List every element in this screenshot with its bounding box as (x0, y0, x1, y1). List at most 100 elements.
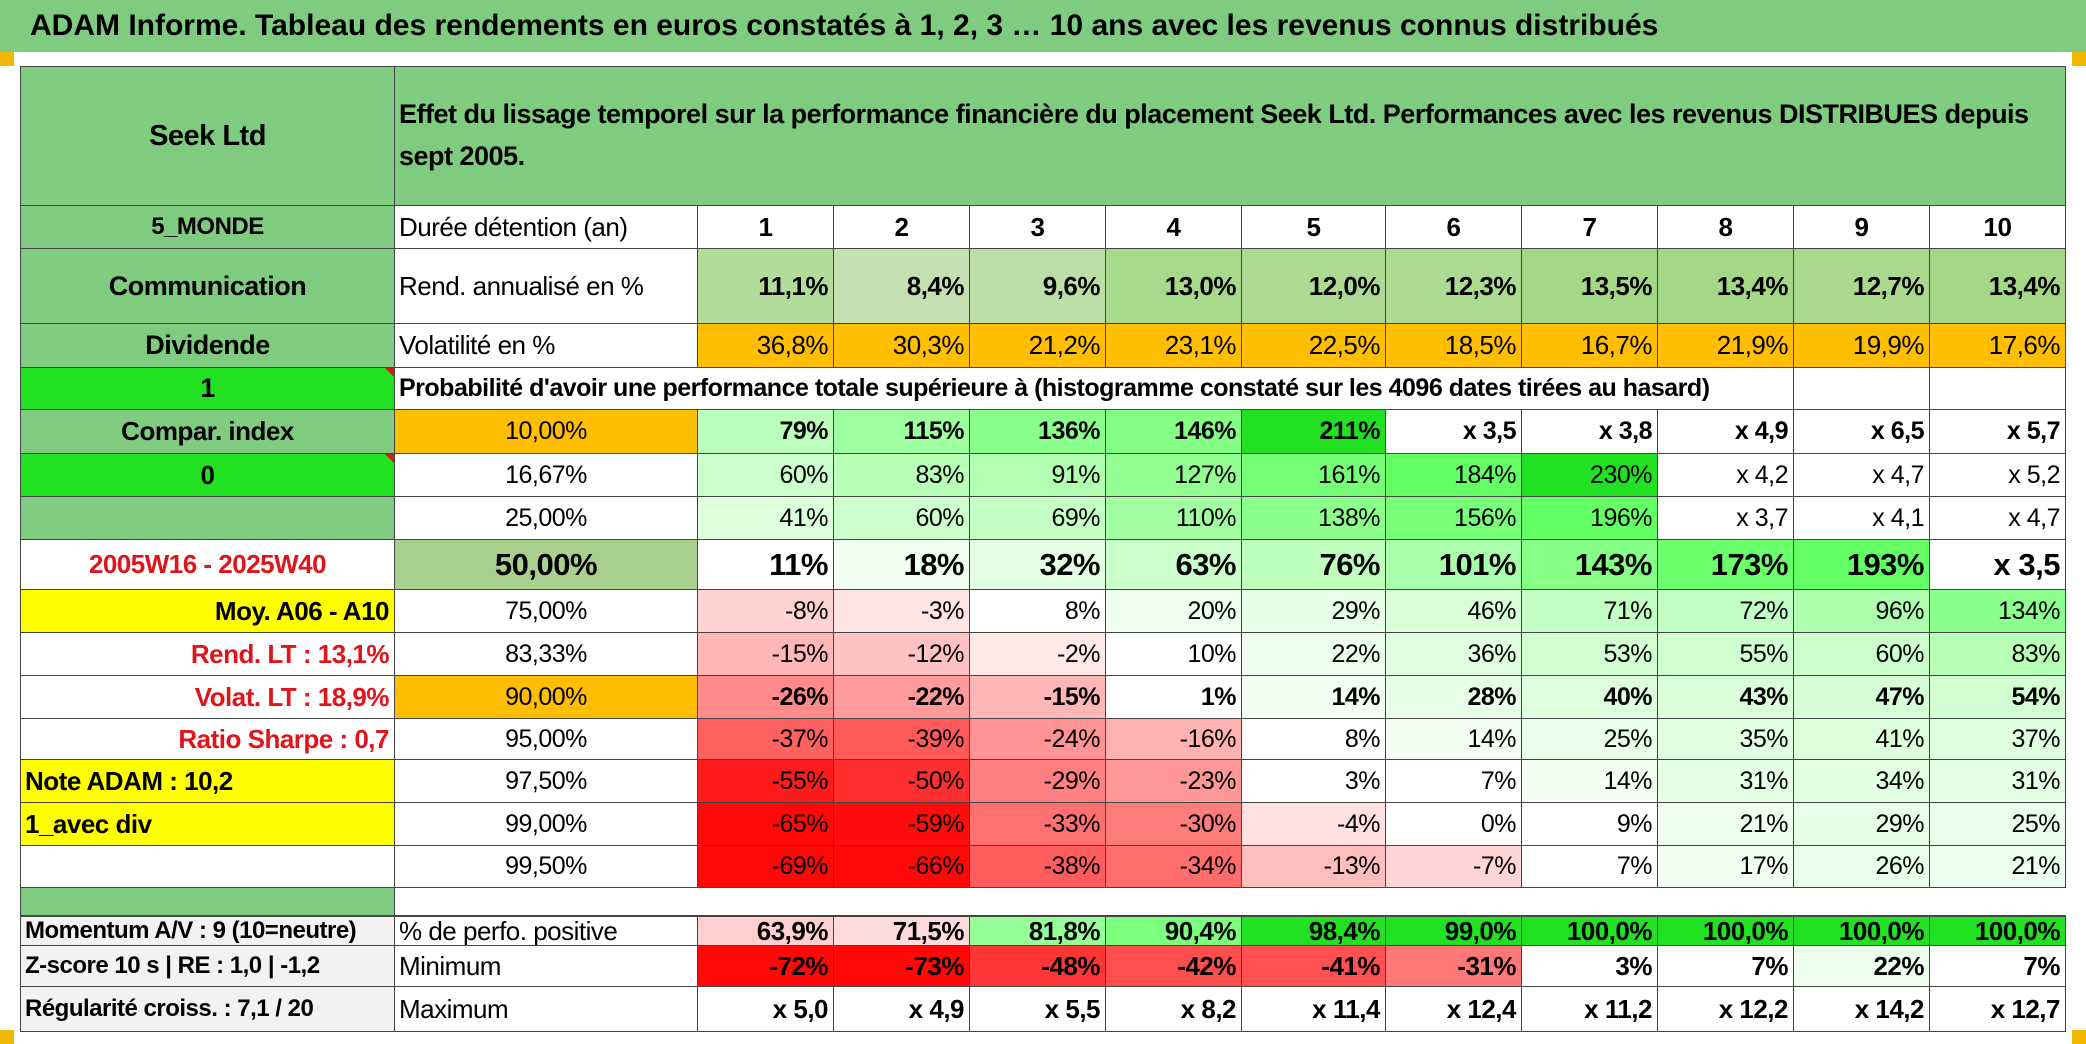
income-type-label: Dividende (20, 324, 395, 368)
performance-cell: 96% (1794, 590, 1930, 633)
maximum-cell: x 11,4 (1242, 987, 1386, 1032)
maximum-cell: x 12,2 (1658, 987, 1794, 1032)
performance-cell: -24% (970, 719, 1106, 760)
holding-duration-label: Durée détention (an) (395, 206, 698, 249)
performance-cell: 36% (1386, 633, 1522, 676)
threshold-cell: 83,33% (395, 633, 698, 676)
performance-cell: x 4,1 (1794, 497, 1930, 540)
year-header: 4 (1106, 206, 1242, 249)
probability-header: Probabilité d'avoir une performance tota… (395, 368, 1794, 410)
input-cell-1[interactable]: 1 (20, 368, 395, 410)
threshold-cell: 95,00% (395, 719, 698, 760)
performance-cell: 17% (1658, 846, 1794, 888)
performance-cell: 32% (970, 540, 1106, 590)
threshold-cell: 75,00% (395, 590, 698, 633)
performance-cell: 41% (1794, 719, 1930, 760)
performance-cell: 37% (1930, 719, 2066, 760)
volatility-cell: 19,9% (1794, 324, 1930, 368)
period-label: 2005W16 - 2025W40 (20, 540, 395, 590)
threshold-cell: 50,00% (395, 540, 698, 590)
minimum-cell: -72% (698, 946, 834, 987)
performance-cell: 3% (1242, 760, 1386, 803)
positive-performance-cell: 71,5% (834, 916, 970, 946)
performance-cell: 31% (1930, 760, 2066, 803)
adam-score-label: Note ADAM : 10,2 (20, 760, 395, 803)
performance-cell: -29% (970, 760, 1106, 803)
performance-cell: 8% (970, 590, 1106, 633)
long-term-volatility-label: Volat. LT : 18,9% (20, 676, 395, 719)
year-header: 1 (698, 206, 834, 249)
performance-cell: -69% (698, 846, 834, 888)
performance-cell: 40% (1522, 676, 1658, 719)
performance-cell: 26% (1794, 846, 1930, 888)
performance-cell: 143% (1522, 540, 1658, 590)
performance-cell: -37% (698, 719, 834, 760)
volatility-cell: 23,1% (1106, 324, 1242, 368)
performance-cell: 110% (1106, 497, 1242, 540)
threshold-cell: 97,50% (395, 760, 698, 803)
performance-cell: x 3,7 (1658, 497, 1794, 540)
year-header: 9 (1794, 206, 1930, 249)
performance-cell: -2% (970, 633, 1106, 676)
zscore-label: Z-score 10 s | RE : 1,0 | -1,2 (20, 946, 395, 987)
maximum-cell: x 11,2 (1522, 987, 1658, 1032)
performance-cell: 211% (1242, 410, 1386, 454)
annual-return-label: Rend. annualisé en % (395, 249, 698, 324)
positive-performance-cell: 100,0% (1522, 916, 1658, 946)
performance-cell: -15% (698, 633, 834, 676)
performance-cell: 31% (1658, 760, 1794, 803)
blank-label (20, 497, 395, 540)
maximum-cell: x 8,2 (1106, 987, 1242, 1032)
minimum-label: Minimum (395, 946, 698, 987)
positive-performance-cell: 100,0% (1658, 916, 1794, 946)
annual-return-cell: 13,4% (1658, 249, 1794, 324)
performance-cell: 21% (1658, 803, 1794, 846)
year-header: 6 (1386, 206, 1522, 249)
performance-cell: -23% (1106, 760, 1242, 803)
input-cell-2[interactable]: 0 (20, 454, 395, 497)
performance-cell: 138% (1242, 497, 1386, 540)
minimum-cell: 3% (1522, 946, 1658, 987)
threshold-cell: 10,00% (395, 410, 698, 454)
performance-cell: 60% (1794, 633, 1930, 676)
performance-cell: 101% (1386, 540, 1522, 590)
performance-cell: 69% (970, 497, 1106, 540)
year-header: 3 (970, 206, 1106, 249)
performance-cell: 20% (1106, 590, 1242, 633)
performance-cell: x 5,2 (1930, 454, 2066, 497)
performance-cell: 29% (1794, 803, 1930, 846)
positive-performance-cell: 99,0% (1386, 916, 1522, 946)
performance-cell: x 3,5 (1930, 540, 2066, 590)
performance-cell: -22% (834, 676, 970, 719)
blank-label (20, 846, 395, 888)
performance-cell: x 5,7 (1930, 410, 2066, 454)
performance-cell: -16% (1106, 719, 1242, 760)
zone-label: 5_MONDE (20, 206, 395, 249)
performance-cell: 63% (1106, 540, 1242, 590)
compar-index-label: Compar. index (20, 410, 395, 454)
minimum-cell: 7% (1658, 946, 1794, 987)
volatility-cell: 36,8% (698, 324, 834, 368)
separator-gap (395, 888, 2066, 916)
performance-cell: 193% (1794, 540, 1930, 590)
maximum-cell: x 5,5 (970, 987, 1106, 1032)
regularity-label: Régularité croiss. : 7,1 / 20 (20, 987, 395, 1032)
separator-bar (20, 888, 395, 916)
positive-performance-cell: 98,4% (1242, 916, 1386, 946)
maximum-cell: x 4,9 (834, 987, 970, 1032)
positive-performance-cell: 100,0% (1930, 916, 2066, 946)
performance-cell: 46% (1386, 590, 1522, 633)
volatility-cell: 17,6% (1930, 324, 2066, 368)
year-header: 5 (1242, 206, 1386, 249)
performance-cell: -4% (1242, 803, 1386, 846)
performance-cell: 161% (1242, 454, 1386, 497)
performance-cell: -55% (698, 760, 834, 803)
performance-cell: 53% (1522, 633, 1658, 676)
performance-cell: 14% (1386, 719, 1522, 760)
performance-cell: 11% (698, 540, 834, 590)
dividend-mode-label: 1_avec div (20, 803, 395, 846)
performance-cell: 22% (1242, 633, 1386, 676)
performance-cell: -34% (1106, 846, 1242, 888)
performance-cell: 18% (834, 540, 970, 590)
performance-cell: 29% (1242, 590, 1386, 633)
